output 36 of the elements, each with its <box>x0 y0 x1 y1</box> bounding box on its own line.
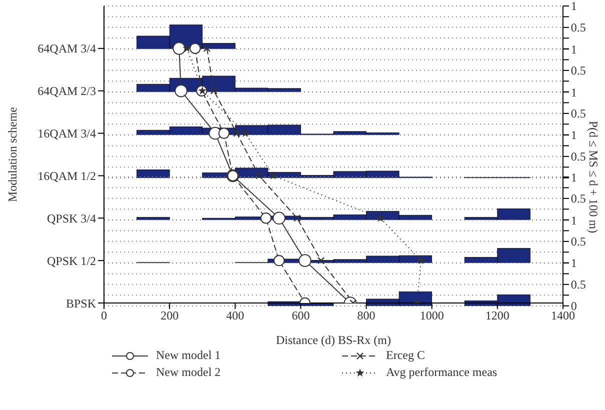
x-tick-label: 600 <box>292 308 310 323</box>
legend-label: New model 1 <box>156 348 221 363</box>
x-tick-label: 1400 <box>551 308 575 323</box>
y-tick-label: 1 <box>570 170 577 185</box>
x-tick-label: 1200 <box>485 308 510 323</box>
y-tick-label: 1 <box>570 84 577 99</box>
y-axis-title: Modulation scheme <box>5 107 20 202</box>
y-tick-label: 64QAM 3/4 <box>38 42 96 56</box>
y-tick-label: QPSK 1/2 <box>46 254 96 268</box>
x-tick-label: 200 <box>160 308 179 323</box>
y-tick-label: 16QAM 1/2 <box>38 168 96 183</box>
y-tick-label: 1 <box>570 0 577 14</box>
y-tick-label: 0.5 <box>570 192 586 206</box>
y-tick-label: 64QAM 2/3 <box>38 84 96 98</box>
x-tick-label: 1000 <box>420 308 444 323</box>
y-tick-label: 0.5 <box>570 278 586 292</box>
x-tick-label: 400 <box>226 308 244 323</box>
y-tick-label: BPSK <box>66 296 96 310</box>
legend-label: Avg performance meas <box>386 365 498 380</box>
y-tick-label: 0.5 <box>570 149 586 164</box>
y-tick-label: 1 <box>570 256 577 270</box>
legend-label: Erceg C <box>386 348 425 363</box>
y-tick-label: 1 <box>570 214 577 228</box>
y-axis-title: P(d ≤ MS ≤ d + 100 m) <box>586 121 600 234</box>
y-tick-label: QPSK 3/4 <box>46 211 96 226</box>
y-tick-label: 1 <box>570 128 577 142</box>
y-tick-label: 0.5 <box>570 20 586 35</box>
x-axis-title: Distance (d) BS-Rx (m) <box>276 333 391 347</box>
legend-label: New model 2 <box>156 365 221 380</box>
y-tick-label: 0.5 <box>570 106 586 120</box>
y-tick-label: 0.5 <box>570 64 586 78</box>
y-tick-label: 1 <box>570 42 577 56</box>
x-tick-label: 0 <box>101 308 107 323</box>
y-tick-label: 16QAM 3/4 <box>38 126 96 141</box>
y-tick-label: 0.5 <box>570 234 586 249</box>
x-tick-label: 800 <box>357 308 376 323</box>
